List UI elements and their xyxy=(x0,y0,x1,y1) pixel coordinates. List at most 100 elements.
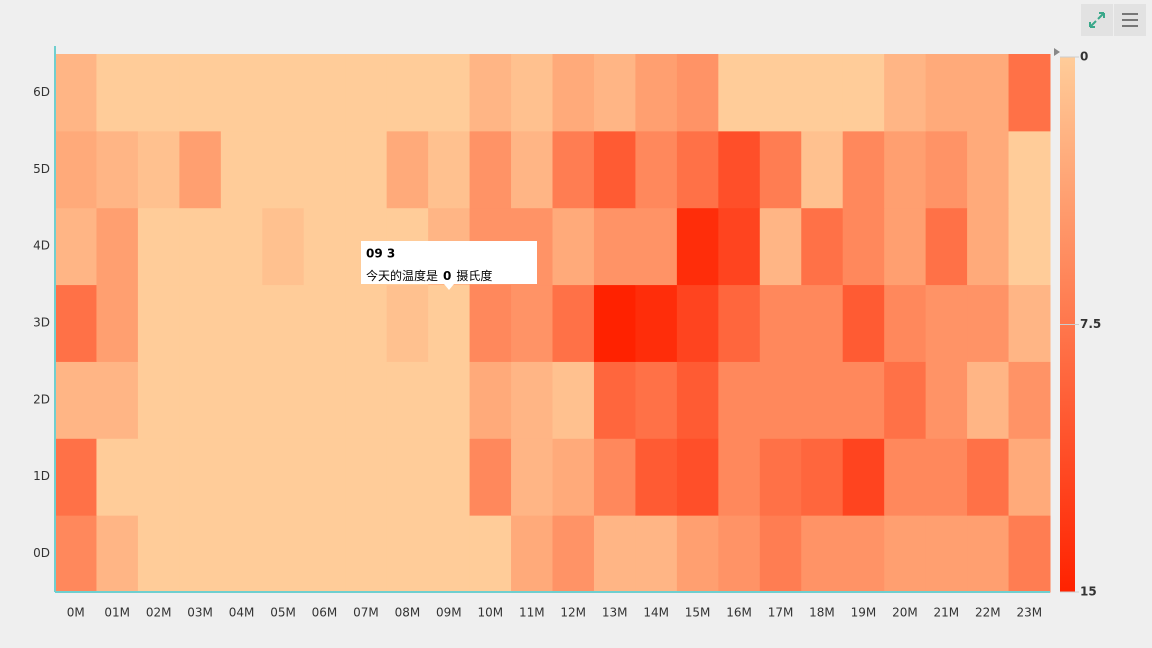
heat-cell xyxy=(345,438,388,516)
heat-cell xyxy=(967,207,1010,286)
heat-cell xyxy=(718,54,761,132)
heat-cell xyxy=(386,284,429,362)
heat-cell xyxy=(593,284,636,362)
heat-cell xyxy=(179,361,222,439)
x-tick-label: 06M xyxy=(312,606,338,620)
heat-cell xyxy=(842,284,885,362)
heat-cell xyxy=(676,284,719,362)
heat-cell xyxy=(469,438,512,516)
x-tick-label: 23M xyxy=(1016,606,1042,620)
visual-map-label: 15 xyxy=(1080,585,1097,599)
heat-cell xyxy=(137,54,180,132)
heat-cell xyxy=(386,515,429,593)
heat-cell xyxy=(511,130,553,209)
heat-cell xyxy=(676,438,719,516)
heat-cell xyxy=(179,130,222,209)
heat-cell xyxy=(262,54,305,132)
heat-cell xyxy=(345,130,388,209)
heat-cell xyxy=(1008,130,1051,209)
y-tick-label: 2D xyxy=(33,392,50,406)
heat-cell xyxy=(718,438,761,516)
x-tick-label: 16M xyxy=(726,606,752,620)
y-tick-label: 0D xyxy=(33,546,50,560)
visual-map-label: 0 xyxy=(1080,50,1088,64)
heat-cell xyxy=(759,54,802,132)
heat-cell xyxy=(220,130,263,209)
y-tick-label: 6D xyxy=(33,85,50,99)
heat-cell xyxy=(884,207,927,286)
x-tick-label: 22M xyxy=(975,606,1001,620)
heat-cell xyxy=(469,54,512,132)
heat-cell xyxy=(884,54,927,132)
heat-cell xyxy=(303,515,346,593)
x-tick-label: 19M xyxy=(851,606,877,620)
heat-cell xyxy=(345,54,388,132)
heat-cell xyxy=(635,284,678,362)
x-tick-label: 05M xyxy=(270,606,296,620)
toolbar xyxy=(1081,4,1146,36)
heat-cell xyxy=(303,438,346,516)
heat-cell xyxy=(262,361,305,439)
heat-cell xyxy=(1008,515,1051,593)
x-tick-label: 21M xyxy=(934,606,960,620)
x-tick-label: 13M xyxy=(602,606,628,620)
x-tick-label: 09M xyxy=(436,606,462,620)
heat-cell xyxy=(303,361,346,439)
heat-cell xyxy=(884,438,927,516)
heat-cell xyxy=(593,438,636,516)
heat-cell xyxy=(635,515,678,593)
heat-cell xyxy=(96,130,139,209)
heat-cell xyxy=(303,54,346,132)
tooltip-value: 0 xyxy=(443,269,451,283)
fullscreen-button[interactable] xyxy=(1081,4,1113,36)
heat-cell xyxy=(303,284,346,362)
heat-cell xyxy=(676,207,719,286)
heat-cell xyxy=(967,438,1010,516)
heat-cell xyxy=(220,515,263,593)
heat-cell xyxy=(884,130,927,209)
x-tick-label: 07M xyxy=(353,606,379,620)
heat-cell xyxy=(469,361,512,439)
heat-cell xyxy=(55,54,97,132)
heat-cell xyxy=(262,284,305,362)
heat-cell xyxy=(967,54,1010,132)
heat-cell xyxy=(55,515,97,593)
heat-cell xyxy=(801,438,844,516)
heat-cell xyxy=(884,284,927,362)
x-tick-label: 20M xyxy=(892,606,918,620)
tooltip-unit: 摄氏度 xyxy=(456,268,492,283)
heat-cell xyxy=(593,54,636,132)
heat-cell xyxy=(1008,284,1051,362)
heat-cell xyxy=(676,515,719,593)
heat-cell xyxy=(1008,207,1051,286)
heat-cell xyxy=(137,361,180,439)
heat-cell xyxy=(925,207,968,286)
heat-cell xyxy=(842,361,885,439)
heat-cell xyxy=(137,207,180,286)
heat-cell xyxy=(925,54,968,132)
heat-cell xyxy=(884,515,927,593)
heat-cell xyxy=(552,207,595,286)
heat-cell xyxy=(676,130,719,209)
plot-area: 0M 01M 02M 03M 04M 05M 06M 07M 08M 09M 10M 11M 12M 13… xyxy=(33,46,1101,620)
heat-cell xyxy=(552,54,595,132)
heat-cell xyxy=(220,361,263,439)
tooltip-box xyxy=(361,241,537,284)
heat-cell xyxy=(428,361,471,439)
y-tick-label: 3D xyxy=(33,316,50,330)
heat-cell xyxy=(262,515,305,593)
heat-cell xyxy=(552,438,595,516)
heat-cell xyxy=(428,438,471,516)
heat-cell xyxy=(511,438,553,516)
heat-cell xyxy=(967,130,1010,209)
heat-cell xyxy=(179,284,222,362)
x-tick-label: 01M xyxy=(104,606,130,620)
heat-cell xyxy=(428,515,471,593)
heat-cell xyxy=(593,515,636,593)
tooltip-line: 今天的温度是 0 摄氏度 xyxy=(366,268,492,283)
heat-cell xyxy=(801,515,844,593)
heat-cell xyxy=(345,361,388,439)
heat-cell xyxy=(552,361,595,439)
heat-cell xyxy=(262,207,305,286)
